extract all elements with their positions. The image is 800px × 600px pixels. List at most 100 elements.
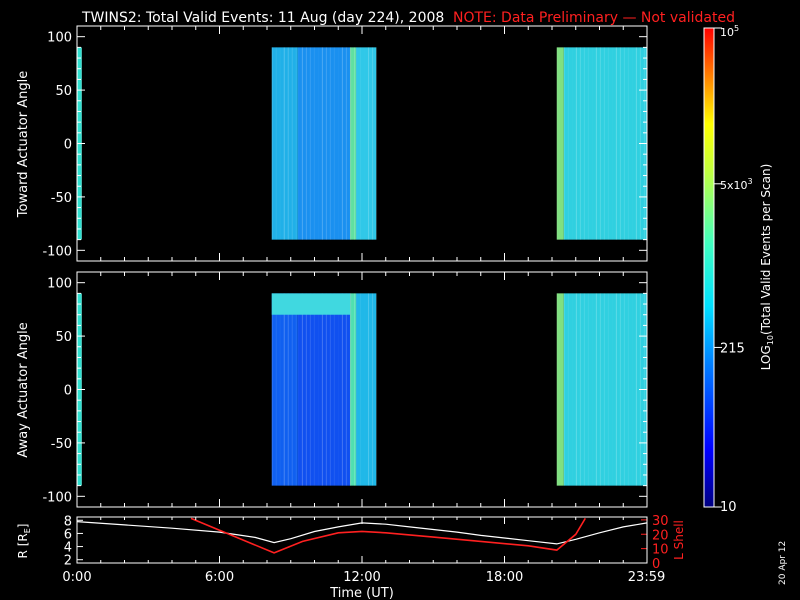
toward-data-stripe [575, 47, 577, 240]
away-data-stripe [603, 293, 605, 486]
toward-data-stripe [579, 47, 581, 240]
away-data-stripe [325, 293, 327, 486]
away-data-stripe [567, 293, 569, 486]
toward-data-stripe [372, 47, 374, 240]
toward-data-stripe [595, 47, 597, 240]
colorbar-tick-label: 5x103 [720, 177, 753, 192]
away-data-stripe [592, 293, 593, 485]
away-ytick-label: 100 [47, 277, 72, 292]
orbit-left-ytick-label: 4 [64, 541, 72, 556]
away-data-stripe [341, 293, 343, 486]
toward-data-stripe [313, 47, 315, 240]
toward-data-stripe [603, 47, 605, 240]
orbit-right-ytick-label: 30 [652, 514, 669, 529]
toward-data-stripe [599, 47, 601, 240]
orbit-left-ylabel: R [RE] [16, 524, 32, 559]
toward-data-stripe [607, 47, 609, 240]
away-data-stripe [333, 293, 335, 486]
orbit-left-ytick-label: 2 [64, 554, 72, 569]
orbit-right-ytick-label: 0 [652, 557, 660, 572]
toward-data-stripe [341, 47, 343, 240]
away-data-stripe [356, 293, 358, 486]
colorbar-ticks: 10 215 5x103 105 [714, 24, 753, 515]
time-tick-label: 0:00 [62, 570, 91, 585]
toward-data-stripe [350, 47, 352, 240]
away-high-angle-band [271, 293, 351, 315]
away-axes: 100 50 0 -50 -100 [42, 272, 648, 507]
away-data-block [271, 293, 298, 486]
away-data-stripe [345, 293, 347, 486]
toward-data-stripe [275, 47, 277, 240]
away-data-block [297, 293, 351, 486]
toward-data-stripe [635, 47, 637, 240]
colorbar-label: LOG10(Total Valid Events per Scan) [759, 164, 775, 371]
toward-data-stripe [283, 47, 285, 240]
away-data-stripe [579, 293, 581, 486]
orbit-left-ytick-label: 6 [64, 527, 72, 542]
toward-data-stripe [615, 47, 617, 240]
away-data-stripe [287, 293, 289, 486]
away-data-stripe [619, 293, 621, 486]
toward-heatmap [77, 47, 647, 240]
away-data-stripe [587, 293, 589, 486]
toward-data-stripe [309, 47, 311, 240]
toward-data-stripe [368, 47, 370, 240]
toward-data-stripe [338, 47, 339, 239]
away-frame [76, 271, 648, 508]
away-data-stripe [607, 293, 609, 486]
toward-data-stripe [291, 47, 293, 240]
away-panel: 100 50 0 -50 -100 Away Actuator Angle [16, 271, 648, 508]
toward-data-block [350, 47, 357, 240]
time-tick-label: 18:00 [486, 570, 523, 585]
toward-data-stripe [567, 47, 569, 240]
away-data-stripe [376, 293, 378, 486]
toward-ytick-label: -50 [51, 191, 72, 206]
toward-data-stripe [356, 47, 358, 240]
toward-data-stripe [612, 47, 613, 239]
toward-data-stripe [619, 47, 621, 240]
colorbar-frame [703, 27, 715, 508]
away-data-stripe [305, 293, 307, 486]
toward-ylabel: Toward Actuator Angle [16, 71, 31, 218]
away-ytick-label: -50 [51, 437, 72, 452]
away-data-stripe [354, 293, 356, 486]
time-tick-label: 12:00 [343, 570, 380, 585]
away-data-stripe [561, 293, 562, 485]
away-data-stripe [271, 293, 273, 486]
away-data-stripe [275, 293, 277, 486]
toward-data-stripe [295, 47, 297, 240]
away-ytick-label: 50 [55, 330, 72, 345]
colorbar-gradient [704, 28, 714, 507]
away-data-block [563, 293, 647, 486]
away-data-stripe [632, 293, 633, 485]
away-data-stripe [350, 293, 352, 486]
colorbar-tick-label: 215 [720, 341, 745, 356]
away-data-block [350, 293, 357, 486]
toward-data-stripe [321, 47, 323, 240]
away-data-block [356, 293, 377, 486]
away-data-stripe [313, 293, 315, 486]
away-data-stripe [338, 293, 339, 485]
away-data-stripe [627, 293, 629, 486]
toward-data-stripe [561, 47, 562, 239]
away-data-stripe [372, 293, 374, 486]
chart-title: TWINS2: Total Valid Events: 11 Aug (day … [81, 10, 444, 26]
toward-ytick-label: 0 [64, 138, 72, 153]
away-heatmap [77, 293, 647, 486]
toward-data-stripe [623, 47, 625, 240]
toward-data-stripe [592, 47, 593, 239]
toward-data-stripe [364, 47, 365, 239]
orbit-right-ytick-label: 10 [652, 543, 669, 558]
away-ytick-label: -100 [42, 490, 72, 505]
toward-data-stripe [556, 47, 558, 240]
away-ytick-label: 0 [64, 384, 72, 399]
toward-data-stripe [305, 47, 307, 240]
time-tick-label: 6:00 [205, 570, 234, 585]
toward-data-stripe [563, 47, 565, 240]
away-data-stripe [321, 293, 323, 486]
time-tick-label: 23:59 [628, 570, 665, 585]
toward-data-stripe [345, 47, 347, 240]
toward-data-stripe [318, 47, 319, 239]
away-data-stripe [595, 293, 597, 486]
